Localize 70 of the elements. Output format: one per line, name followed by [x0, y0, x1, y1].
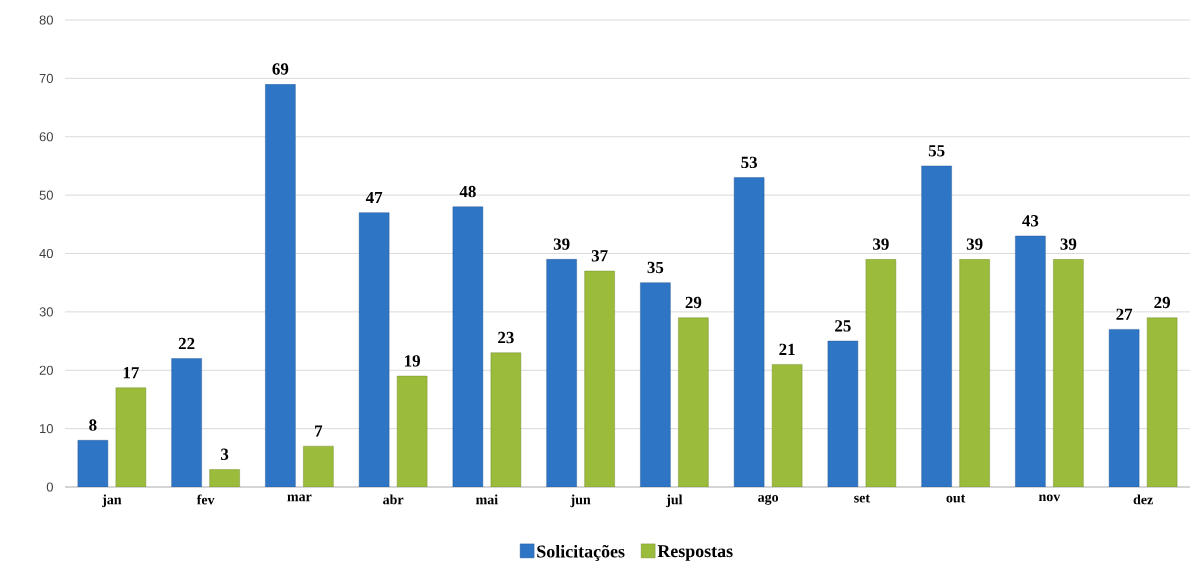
data-label: 17	[123, 367, 139, 379]
bar	[959, 259, 990, 487]
data-label: 53	[741, 156, 758, 169]
bar	[1108, 329, 1140, 487]
y-tick-label: 20	[39, 365, 53, 375]
bar	[115, 387, 147, 487]
bar	[1053, 259, 1084, 487]
bar	[640, 282, 671, 487]
legend-label: Respostas	[657, 545, 733, 561]
y-tick-label: 0	[46, 482, 53, 492]
bar	[827, 340, 859, 487]
data-label: 43	[1022, 215, 1039, 227]
data-label: 22	[178, 337, 195, 350]
bar	[865, 259, 897, 487]
bar	[396, 375, 428, 487]
data-label: 25	[835, 320, 851, 332]
bar	[452, 206, 484, 487]
x-tick-label: jun	[570, 494, 591, 508]
data-label: 39	[966, 238, 983, 250]
x-tick-label: ago	[758, 494, 779, 505]
data-label: 21	[779, 343, 795, 355]
x-tick-label: nov	[1038, 494, 1061, 502]
bar	[771, 364, 803, 487]
data-label: 55	[928, 145, 945, 157]
bar	[303, 445, 334, 487]
x-tick-label: jan	[102, 494, 122, 508]
y-tick-label: 70	[39, 73, 53, 83]
bar	[358, 212, 390, 487]
y-tick-label: 30	[39, 307, 53, 317]
data-label: 23	[498, 331, 514, 344]
x-tick-label: dez	[1133, 494, 1153, 505]
bar	[678, 317, 709, 487]
bar	[584, 270, 615, 487]
x-tick-label: mar	[287, 494, 312, 502]
data-label: 48	[459, 185, 476, 198]
bar	[1015, 235, 1046, 487]
bar	[265, 84, 296, 487]
data-label: 8	[89, 419, 97, 431]
bar	[1146, 317, 1178, 487]
data-label: 69	[272, 63, 289, 75]
y-tick-label: 10	[40, 424, 53, 434]
data-label: 3	[221, 448, 229, 460]
x-tick-label: jul	[666, 494, 683, 508]
y-tick-label: 80	[39, 15, 53, 25]
data-label: 39	[1060, 238, 1077, 250]
y-tick-label: 50	[39, 190, 53, 200]
data-label: 29	[1154, 296, 1170, 309]
bar	[546, 259, 577, 487]
x-tick-label: set	[854, 494, 870, 503]
y-tick-label: 40	[39, 248, 53, 259]
data-label: 39	[553, 238, 570, 250]
data-label: 47	[365, 191, 383, 204]
x-tick-label: out	[946, 494, 966, 503]
data-label: 35	[647, 261, 664, 274]
bar	[171, 358, 202, 487]
data-label: 7	[315, 425, 323, 437]
y-tick-label: 60	[39, 132, 53, 142]
x-tick-label: abr	[383, 494, 404, 505]
data-label: 29	[685, 296, 702, 309]
x-tick-label: fev	[196, 494, 215, 505]
data-label: 27	[1116, 308, 1133, 320]
bar	[77, 440, 109, 487]
data-label: 19	[405, 355, 420, 367]
data-label: 37	[591, 250, 608, 262]
bar	[733, 177, 765, 487]
x-tick-label: mai	[476, 494, 498, 505]
legend-label: Solicitações	[537, 544, 625, 562]
bar	[490, 352, 522, 487]
data-label: 39	[873, 238, 889, 250]
bar	[921, 165, 952, 487]
